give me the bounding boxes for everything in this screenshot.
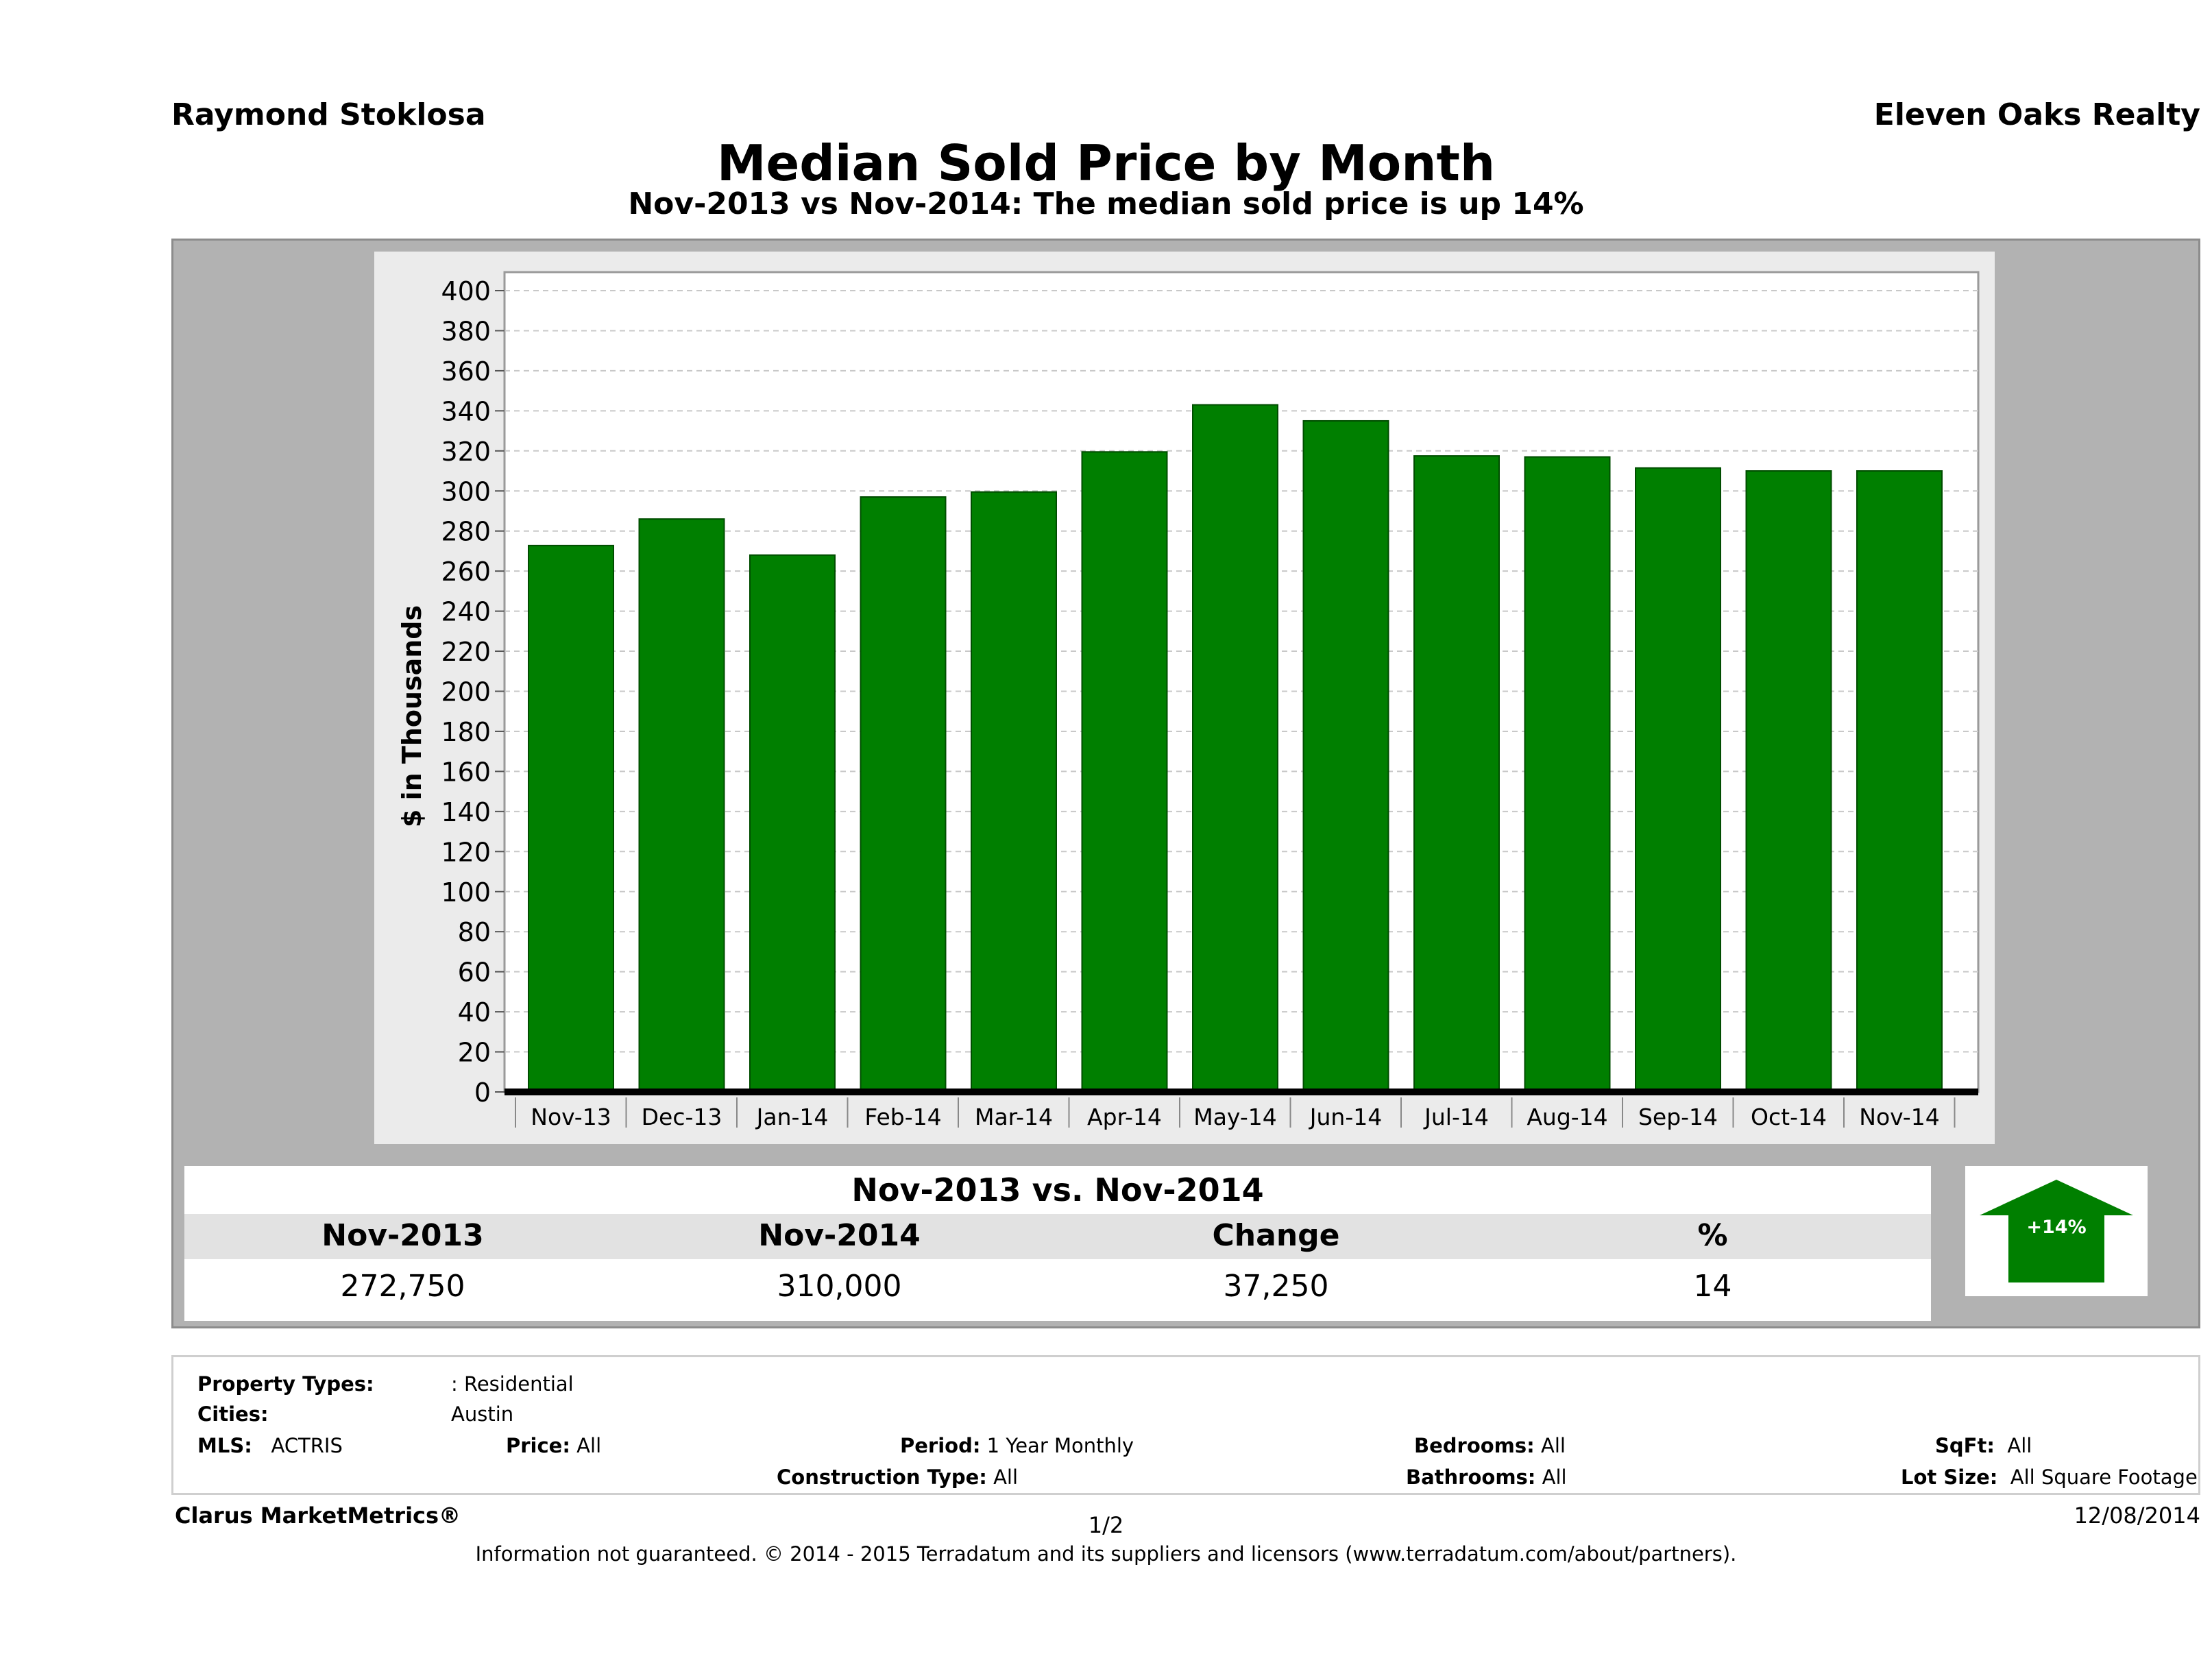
bar	[528, 544, 614, 1093]
y-tick-label: 20	[458, 1038, 491, 1068]
criteria-bedrooms: Bedrooms: All	[1414, 1434, 1566, 1457]
median-price-bar-chart: 0 20 40 60 80 100 120 140 160 180 200 220 240 260 280 3…	[397, 271, 1980, 1130]
value-end-period: 310,000	[777, 1269, 902, 1304]
bar	[1081, 451, 1168, 1093]
y-tick-label: 180	[441, 717, 491, 747]
footer-brand: Clarus MarketMetrics®	[175, 1503, 461, 1529]
criteria-sqft: SqFt: All	[1935, 1434, 2032, 1457]
y-tick-label: 120	[441, 837, 491, 867]
header-change: Change	[1212, 1218, 1340, 1253]
y-axis-title: $ in Thousands	[397, 605, 427, 827]
x-tick-label: Jun-14	[1309, 1104, 1382, 1130]
y-tick-label: 0	[474, 1078, 491, 1108]
bar	[638, 518, 725, 1093]
x-tick-label: Jul-14	[1423, 1104, 1489, 1130]
bar	[1635, 467, 1721, 1093]
y-tick-label: 100	[441, 877, 491, 908]
y-tick-label: 200	[441, 677, 491, 707]
y-tick-label: 380	[441, 316, 491, 346]
header-start-period: Nov-2013	[321, 1218, 484, 1253]
criteria-period: Period: 1 Year Monthly	[900, 1434, 1134, 1457]
y-tick-label: 400	[441, 276, 491, 306]
comparison-summary: Nov-2013 vs. Nov-2014 Nov-2013 Nov-2014 …	[184, 1166, 1931, 1321]
comparison-title: Nov-2013 vs. Nov-2014	[184, 1166, 1931, 1214]
change-badge-label: +14%	[2026, 1217, 2086, 1238]
bar	[1745, 470, 1832, 1093]
y-tick-label: 240	[441, 597, 491, 627]
bar	[1413, 455, 1500, 1093]
chart-panel: 0 20 40 60 80 100 120 140 160 180 200 220 240 260 280 3…	[171, 239, 2200, 1328]
bar	[1302, 420, 1389, 1093]
bar	[1192, 404, 1278, 1093]
header-percent: %	[1697, 1218, 1728, 1253]
y-tick-label: 160	[441, 757, 491, 787]
x-tick-label: Jan-14	[755, 1104, 829, 1130]
disclaimer: Information not guaranteed. © 2014 - 201…	[475, 1542, 1737, 1566]
x-tick-label: Aug-14	[1527, 1104, 1607, 1130]
chart-area: 0 20 40 60 80 100 120 140 160 180 200 220 240 260 280 3…	[374, 252, 1995, 1144]
x-tick-label: Apr-14	[1087, 1104, 1162, 1130]
office-name: Eleven Oaks Realty	[1873, 97, 2200, 132]
value-percent: 14	[1693, 1269, 1732, 1304]
bar	[860, 496, 947, 1093]
comparison-value-row: 272,750 310,000 37,250 14	[184, 1258, 1931, 1321]
value-change: 37,250	[1223, 1269, 1329, 1304]
x-tick-label: Dec-13	[642, 1104, 722, 1130]
search-criteria: Property Types: : Residential Cities: Au…	[171, 1355, 2200, 1495]
comparison-header-row: Nov-2013 Nov-2014 Change %	[184, 1214, 1931, 1258]
y-tick-label: 320	[441, 437, 491, 467]
y-tick-label: 80	[458, 917, 491, 947]
value-start-period: 272,750	[340, 1269, 465, 1304]
criteria-price: Price: All	[506, 1434, 602, 1457]
y-tick-label: 140	[441, 797, 491, 827]
bar	[1524, 456, 1611, 1093]
header-end-period: Nov-2014	[758, 1218, 921, 1253]
criteria-cities-label: Cities:	[197, 1402, 269, 1426]
y-tick-label: 280	[441, 517, 491, 547]
criteria-lot-size: Lot Size: All Square Footage	[1901, 1466, 2198, 1489]
criteria-mls: MLS: ACTRIS	[197, 1434, 343, 1457]
change-badge: +14%	[1965, 1166, 2148, 1296]
bar	[749, 554, 836, 1093]
x-tick-label: Mar-14	[975, 1104, 1053, 1130]
bar	[1856, 470, 1943, 1093]
report-date: 12/08/2014	[2074, 1503, 2200, 1529]
page-number: 1/2	[1088, 1512, 1124, 1538]
up-arrow-icon	[1980, 1180, 2133, 1282]
criteria-cities-value: Austin	[451, 1402, 514, 1426]
agent-name: Raymond Stoklosa	[171, 97, 486, 132]
criteria-construction-type: Construction Type: All	[777, 1466, 1019, 1489]
bar	[971, 491, 1057, 1093]
y-tick-label: 260	[441, 557, 491, 587]
y-tick-label: 360	[441, 356, 491, 387]
y-tick-label: 60	[458, 958, 491, 988]
y-tick-label: 220	[441, 637, 491, 667]
criteria-property-types-label: Property Types:	[197, 1372, 374, 1396]
x-tick-label: Sep-14	[1638, 1104, 1718, 1130]
x-tick-label: May-14	[1193, 1104, 1277, 1130]
report-subtitle: Nov-2013 vs Nov-2014: The median sold pr…	[628, 186, 1584, 221]
y-tick-label: 40	[458, 997, 491, 1028]
y-tick-label: 300	[441, 476, 491, 507]
y-tick-label: 340	[441, 396, 491, 426]
criteria-property-types-value: : Residential	[451, 1372, 574, 1396]
report-title: Median Sold Price by Month	[716, 134, 1496, 192]
x-tick-label: Oct-14	[1751, 1104, 1827, 1130]
x-tick-label: Nov-13	[531, 1104, 611, 1130]
criteria-bathrooms: Bathrooms: All	[1406, 1466, 1567, 1489]
x-tick-label: Nov-14	[1859, 1104, 1939, 1130]
x-tick-label: Feb-14	[864, 1104, 941, 1130]
